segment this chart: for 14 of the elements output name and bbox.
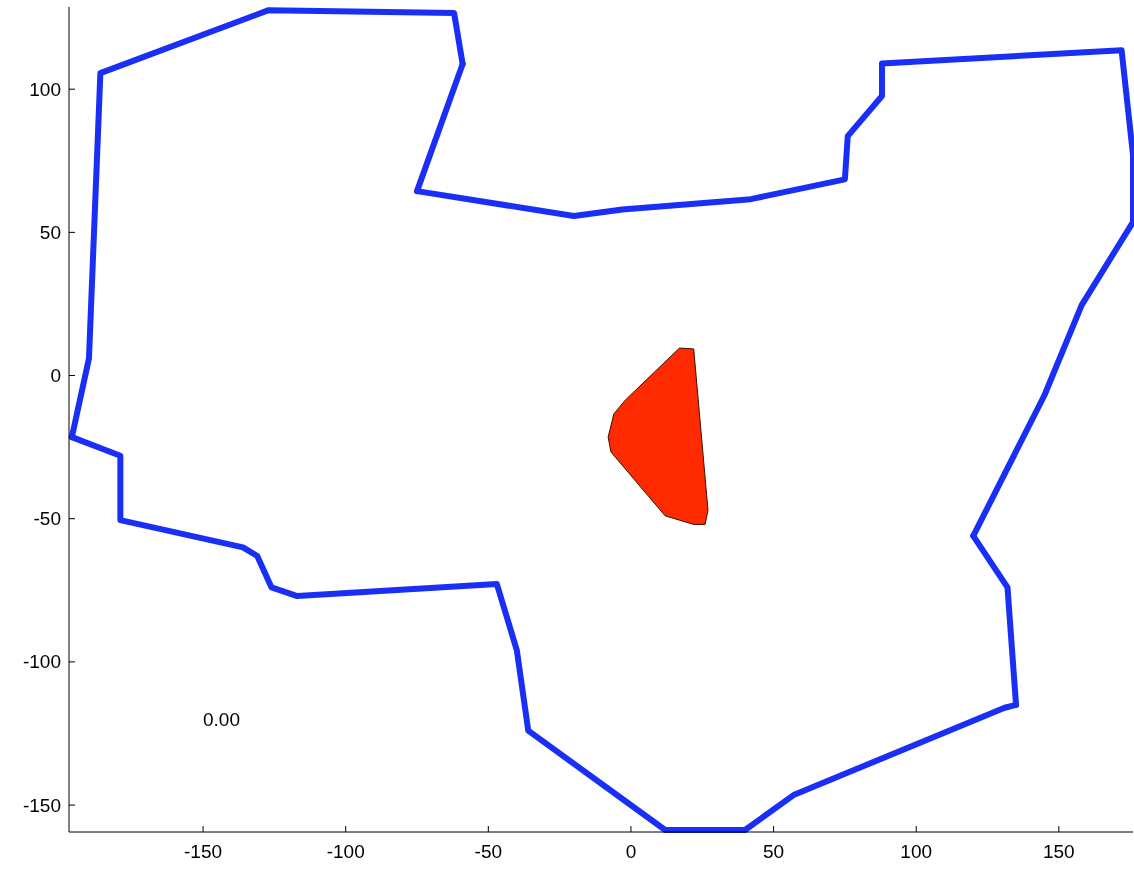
y-tick-label: -150 [22, 794, 61, 816]
y-tick-label: -50 [33, 508, 61, 530]
x-tick-label: 0 [625, 841, 637, 862]
x-tick-label: -50 [474, 841, 503, 862]
x-tick-label: 100 [900, 841, 933, 862]
x-tick-label: 50 [763, 841, 785, 862]
y-tick-label: 100 [29, 78, 61, 100]
annotation: 0.00 [203, 709, 240, 730]
x-tick-label: -150 [184, 841, 223, 862]
x-tick-label: -100 [326, 841, 365, 862]
y-tick-label: 0 [50, 365, 61, 387]
y-tick-label: 50 [39, 221, 61, 243]
x-tick-label: 150 [1042, 841, 1075, 862]
y-tick-label: -100 [22, 651, 61, 673]
